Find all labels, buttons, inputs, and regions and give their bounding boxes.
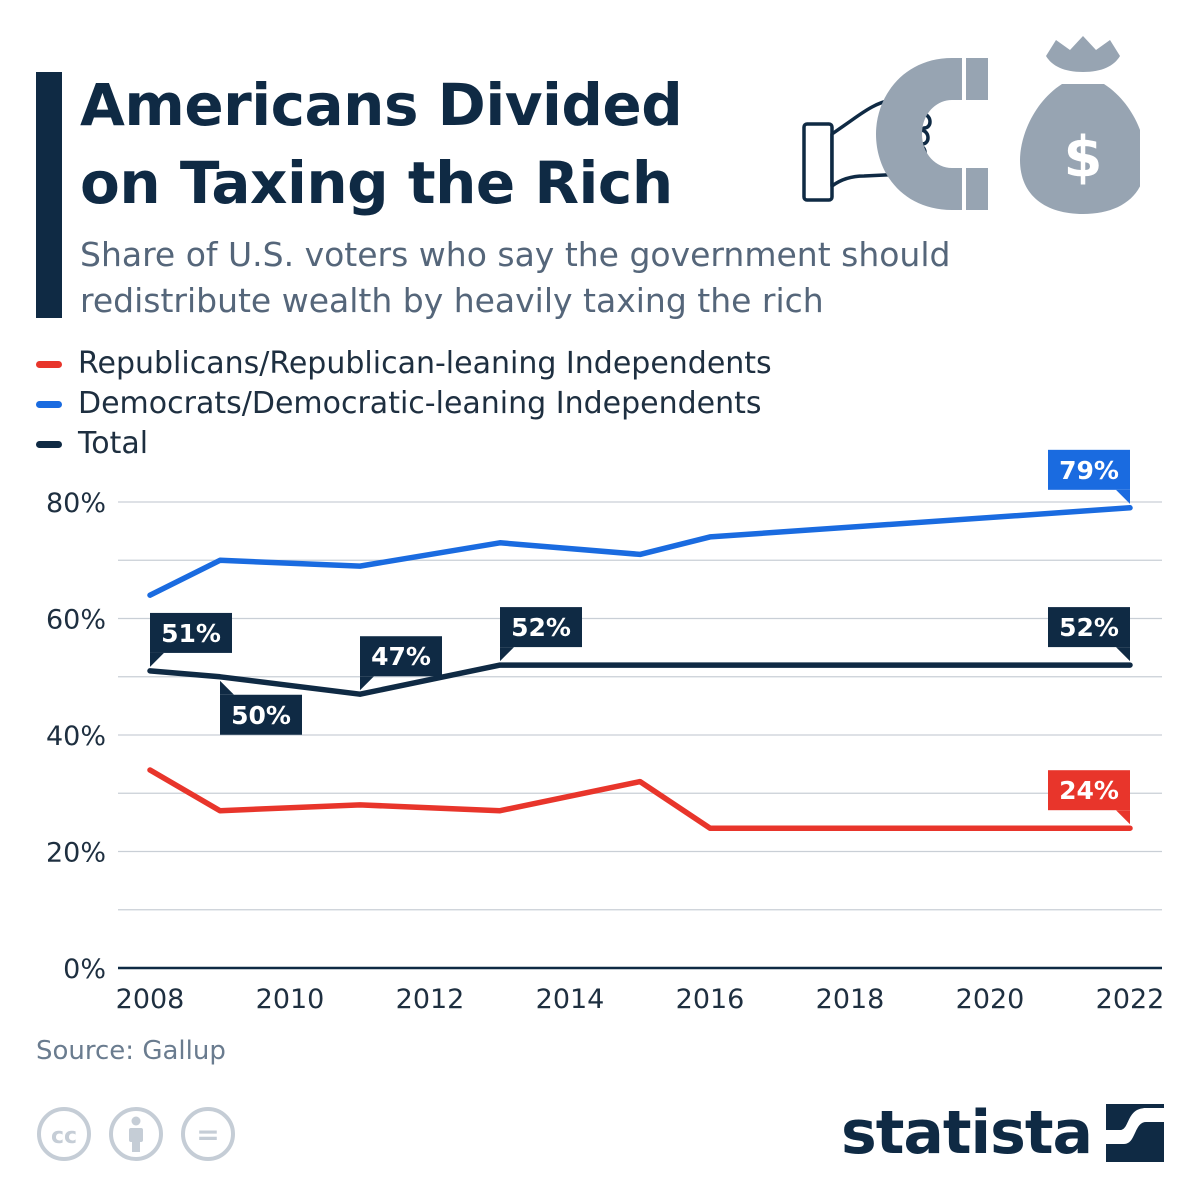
legend-item-total: Total bbox=[36, 424, 772, 464]
legend-item-republicans: Republicans/Republican-leaning Independe… bbox=[36, 344, 772, 384]
legend-swatch-republicans bbox=[36, 360, 62, 368]
y-tick-label: 40% bbox=[46, 721, 106, 752]
x-tick-label: 2016 bbox=[676, 984, 745, 1015]
data-label: 52% bbox=[1059, 613, 1119, 642]
page-subtitle: Share of U.S. voters who say the governm… bbox=[80, 232, 1160, 324]
subtitle-line-1: Share of U.S. voters who say the governm… bbox=[80, 235, 951, 274]
data-label-box bbox=[150, 612, 232, 653]
x-tick-label: 2012 bbox=[396, 984, 465, 1015]
x-tick-label: 2014 bbox=[536, 984, 605, 1015]
legend-swatch-democrats bbox=[36, 400, 62, 408]
magnet-icon bbox=[876, 58, 988, 210]
data-label-box bbox=[500, 607, 582, 648]
title-line-2: on Taxing the Rich bbox=[80, 149, 673, 217]
legend-label-republicans: Republicans/Republican-leaning Independe… bbox=[78, 346, 772, 381]
statista-logo[interactable]: statista bbox=[841, 1098, 1164, 1168]
attribution-icon[interactable] bbox=[108, 1106, 164, 1162]
chart-legend: Republicans/Republican-leaning Independe… bbox=[36, 344, 772, 464]
data-label-pointer bbox=[1116, 647, 1130, 662]
money-bag-icon: $ bbox=[1020, 36, 1140, 214]
cc-icon-text: cc bbox=[51, 1124, 77, 1149]
data-label-pointer bbox=[150, 652, 164, 667]
x-tick-label: 2018 bbox=[816, 984, 885, 1015]
license-icons: cc = bbox=[36, 1106, 236, 1162]
series-line-total bbox=[147, 662, 1133, 697]
x-tick-label: 2020 bbox=[956, 984, 1025, 1015]
no-derivatives-icon[interactable]: = bbox=[180, 1106, 236, 1162]
y-tick-label: 80% bbox=[46, 488, 106, 519]
legend-swatch-total bbox=[36, 440, 62, 448]
data-label-box bbox=[220, 694, 302, 735]
source-note: Source: Gallup bbox=[36, 1036, 226, 1066]
title-line-1: Americans Divided bbox=[80, 71, 683, 139]
page-title: Americans Divided on Taxing the Rich bbox=[80, 66, 800, 222]
brand-wordmark: statista bbox=[840, 1098, 1093, 1168]
data-label-pointer bbox=[1116, 489, 1130, 504]
hero-illustration: $ bbox=[802, 36, 1140, 214]
data-label-pointer bbox=[220, 680, 234, 695]
cc-icon[interactable]: cc bbox=[36, 1106, 92, 1162]
no-derivatives-icon-text: = bbox=[196, 1118, 219, 1151]
legend-label-democrats: Democrats/Democratic-leaning Independent… bbox=[78, 386, 762, 421]
legend-label-total: Total bbox=[78, 426, 149, 461]
money-bag-symbol: $ bbox=[1064, 125, 1103, 190]
data-label: 52% bbox=[511, 613, 571, 642]
series-line-democrats bbox=[147, 505, 1133, 598]
data-label: 79% bbox=[1059, 456, 1119, 485]
y-tick-label: 60% bbox=[46, 605, 106, 636]
x-tick-label: 2022 bbox=[1096, 984, 1165, 1015]
data-label-box bbox=[1048, 449, 1130, 490]
legend-item-democrats: Democrats/Democratic-leaning Independent… bbox=[36, 384, 772, 424]
y-tick-label: 20% bbox=[46, 838, 106, 869]
data-label-pointer bbox=[360, 676, 374, 691]
data-label-box bbox=[1048, 770, 1130, 811]
statista-logo-icon bbox=[1106, 1104, 1164, 1162]
data-label: 47% bbox=[371, 642, 431, 671]
subtitle-line-2: redistribute wealth by heavily taxing th… bbox=[80, 281, 824, 320]
data-label-box bbox=[1048, 607, 1130, 648]
y-tick-label: 0% bbox=[63, 954, 106, 985]
data-label: 50% bbox=[231, 701, 291, 730]
x-tick-label: 2008 bbox=[116, 984, 185, 1015]
data-label-box bbox=[360, 636, 442, 677]
data-label-pointer bbox=[500, 647, 514, 662]
x-tick-label: 2010 bbox=[256, 984, 325, 1015]
data-label-pointer bbox=[1116, 810, 1130, 825]
series-line-republicans bbox=[147, 767, 1133, 831]
title-accent-bar bbox=[36, 72, 62, 318]
line-chart: 0% 20% 40% 60% 80% 2008 2010 2012 2014 2016 2018 20… bbox=[46, 449, 1165, 1015]
data-label: 51% bbox=[161, 619, 221, 648]
data-label: 24% bbox=[1059, 776, 1119, 805]
